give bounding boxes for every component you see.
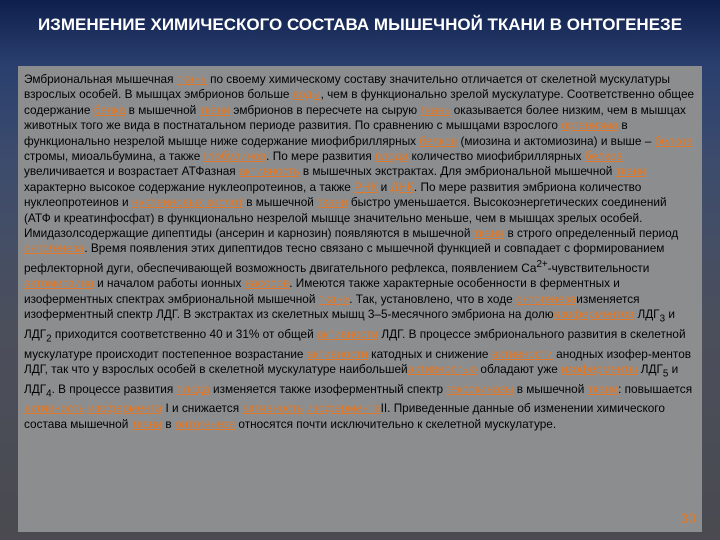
text-run: приходится соответственно 40 и 31% от об…: [51, 326, 317, 341]
term-link[interactable]: глобулинов: [203, 149, 267, 164]
term-link[interactable]: активность: [238, 164, 300, 179]
text-run: катодных и снижение: [367, 346, 492, 361]
text-run: . Время появления этих дипептидов тесно …: [24, 241, 665, 275]
text-run: Эмбриональная мышечная: [24, 72, 177, 86]
text-run: обладают уже: [477, 361, 562, 376]
term-link[interactable]: насосов: [244, 276, 290, 291]
text-run: в: [162, 416, 175, 431]
text-run: . В процессе развития: [51, 381, 177, 396]
slide-title: ИЗМЕНЕНИЕ ХИМИЧЕСКОГО СОСТАВА МЫШЕЧНОЙ Т…: [37, 15, 683, 34]
term-link[interactable]: ткани: [318, 291, 350, 306]
text-run: характерно высокое содержание нуклеопрот…: [24, 179, 355, 194]
term-link[interactable]: ткани: [587, 381, 619, 396]
text-run: и ЛДГ: [24, 361, 679, 396]
term-link[interactable]: ткань: [176, 72, 207, 86]
term-link[interactable]: активности: [491, 346, 553, 361]
text-run: анодных изофер-ментов ЛДГ, так что у взр…: [24, 346, 692, 376]
body-paragraph: Эмбриональная мышечная ткань по своему х…: [24, 72, 696, 528]
term-link[interactable]: ткани: [199, 102, 231, 117]
text-run: I и снижается: [162, 401, 243, 416]
text-run: оказывается более низким, чем в мышцах ж…: [24, 102, 686, 133]
term-link[interactable]: ткани: [131, 416, 163, 431]
text-run: и началом работы ионных: [93, 276, 245, 291]
text-run: ЛДГ: [637, 361, 663, 376]
text-run: . По мере развития эмбриона количество н…: [24, 179, 642, 210]
term-link[interactable]: активности: [306, 346, 368, 361]
text-run: -чувствительности: [547, 260, 650, 275]
text-run: эмбрионов в пересчете на сырую: [230, 102, 421, 117]
term-link[interactable]: ткань: [420, 102, 451, 117]
text-run: : повышается: [618, 381, 693, 396]
term-link[interactable]: онтогенеза: [515, 291, 577, 306]
text-run: количество миофибриллярных: [408, 149, 585, 164]
text-run: , чем в функционально зрелой мускулатуре…: [24, 87, 695, 117]
text-run: в мышечных экстрактах. Для эмбриональной…: [299, 164, 616, 179]
text-run: быстро уменьшается. Высокоэнергетических…: [24, 195, 667, 241]
term-link[interactable]: активностью: [407, 361, 478, 376]
text-run: стромы, миоальбумина, а также: [24, 149, 204, 164]
text-run: ЛДГ: [634, 307, 660, 322]
term-link[interactable]: ДНК: [390, 179, 414, 194]
text-run: в мышечной: [242, 195, 318, 210]
text-run: . По мере развития: [266, 149, 376, 164]
text-run: в строго определенный период: [504, 226, 679, 241]
term-link[interactable]: нуклеиновых кислот: [131, 195, 243, 210]
term-link[interactable]: изофермента: [87, 401, 163, 416]
term-link[interactable]: воды: [292, 87, 321, 102]
term-link[interactable]: изоферментов: [553, 307, 635, 322]
term-link[interactable]: белков: [654, 133, 693, 148]
text-run: по своему химическому составу значительн…: [24, 72, 670, 102]
term-link[interactable]: ткани: [615, 164, 647, 179]
term-link[interactable]: РНК: [354, 179, 378, 194]
text-run: относятся почти исключительно к скелетно…: [235, 416, 557, 431]
term-link[interactable]: изофермента: [306, 401, 381, 416]
text-run: изменяется также изоферментный спектр: [209, 381, 447, 396]
term-link[interactable]: ткани: [317, 195, 348, 210]
superscript: 2+: [536, 258, 548, 270]
term-link[interactable]: изоферменты: [561, 361, 638, 376]
term-link[interactable]: актомиозина: [24, 276, 94, 291]
page-number: 30: [680, 510, 696, 526]
term-link[interactable]: белка: [93, 102, 126, 117]
term-link[interactable]: активность: [24, 401, 85, 416]
term-link[interactable]: организма: [561, 118, 619, 133]
term-link[interactable]: активность: [242, 401, 304, 416]
term-link[interactable]: активности: [316, 326, 379, 341]
subscript: 2: [46, 333, 52, 345]
term-link[interactable]: гексокиназы: [446, 381, 514, 396]
text-run: в мышечной: [125, 102, 200, 117]
subscript: 4: [46, 388, 52, 400]
term-link[interactable]: белков: [419, 133, 458, 148]
text-run: (миозина и актомиозина) и выше –: [457, 133, 655, 148]
term-link[interactable]: ткани: [473, 226, 505, 241]
term-link[interactable]: плода: [375, 149, 409, 164]
text-run: увеличивается и возрастает АТФазная: [24, 164, 239, 179]
text-run: II. Приведенные данные об изменении хими…: [24, 401, 665, 431]
subscript: 5: [662, 368, 669, 380]
text-run: . Так, установлено, что в ходе: [349, 291, 516, 306]
text-run: и ЛДГ: [24, 307, 675, 341]
text-panel: [18, 66, 702, 532]
term-link[interactable]: белков: [584, 149, 623, 164]
text-run: в функционально незрелой мышце ниже соде…: [24, 118, 628, 148]
text-run: и: [377, 179, 391, 194]
text-run: изменяется изоферментный спектр ЛДГ. В э…: [24, 291, 640, 322]
text-run: ЛДГ. В процессе эмбрионального развития …: [24, 326, 686, 361]
term-link[interactable]: плода: [176, 381, 210, 396]
term-link[interactable]: онтогенеза: [24, 241, 85, 256]
text-run: в мышечной: [513, 381, 588, 396]
text-run: . Имеются также характерные особенности …: [24, 276, 620, 306]
term-link[interactable]: онтогенезе: [174, 416, 236, 431]
subscript: 3: [659, 313, 666, 325]
